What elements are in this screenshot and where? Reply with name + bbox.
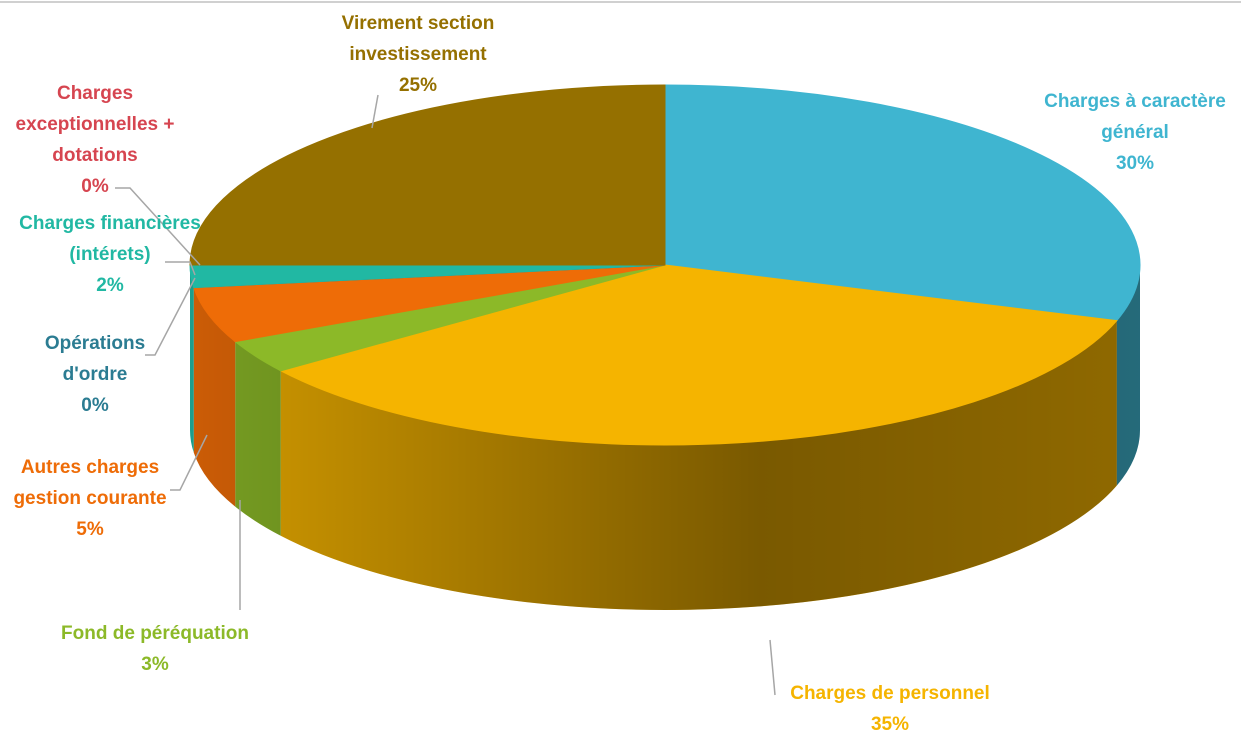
leader-line xyxy=(165,261,196,276)
data-label: Autres charges gestion courante 5% xyxy=(5,452,175,545)
leader-line xyxy=(145,277,196,356)
side-shade xyxy=(190,265,1140,610)
category-label: Fond de péréquation xyxy=(61,623,249,644)
data-label: Virement section investissement 25% xyxy=(303,8,533,101)
value-label: 5% xyxy=(76,519,104,540)
value-label: 0% xyxy=(81,395,109,416)
value-label: 35% xyxy=(870,714,910,735)
pie-sides xyxy=(190,265,1140,610)
value-label: 25% xyxy=(398,75,438,96)
data-label: Charges exceptionnelles + dotations 0% xyxy=(5,78,185,202)
pie-slice xyxy=(189,84,666,266)
data-label: Charges financières (intérets) 2% xyxy=(0,208,225,301)
leader-line xyxy=(371,94,379,129)
pie-slice xyxy=(193,264,666,343)
leader-line xyxy=(115,187,201,266)
leader-line xyxy=(769,639,776,696)
data-label: Opérations d'ordre 0% xyxy=(20,328,170,421)
category-label: Charges de personnel xyxy=(790,683,990,704)
category-label: Charges exceptionnelles + dotations xyxy=(15,83,175,166)
category-label: Charges financières (intérets) xyxy=(19,213,201,265)
value-label: 30% xyxy=(1115,153,1155,174)
value-label: 0% xyxy=(81,176,109,197)
value-label: 3% xyxy=(141,654,169,675)
pie-tops xyxy=(189,84,1141,446)
data-label: Charges de personnel 35% xyxy=(760,678,1020,738)
pie-slice xyxy=(664,84,1141,322)
category-label: Autres charges gestion courante xyxy=(13,457,167,509)
leader-lines xyxy=(115,94,776,696)
data-label: Charges à caractère général 30% xyxy=(1025,86,1241,179)
value-label: 2% xyxy=(96,275,124,296)
category-label: Charges à caractère général xyxy=(1044,91,1226,143)
category-label: Opérations d'ordre xyxy=(44,333,146,385)
leader-line xyxy=(170,434,208,491)
pie-slice xyxy=(279,264,1118,446)
category-label: Virement section investissement xyxy=(341,13,495,65)
data-label: Fond de péréquation 3% xyxy=(15,618,295,680)
